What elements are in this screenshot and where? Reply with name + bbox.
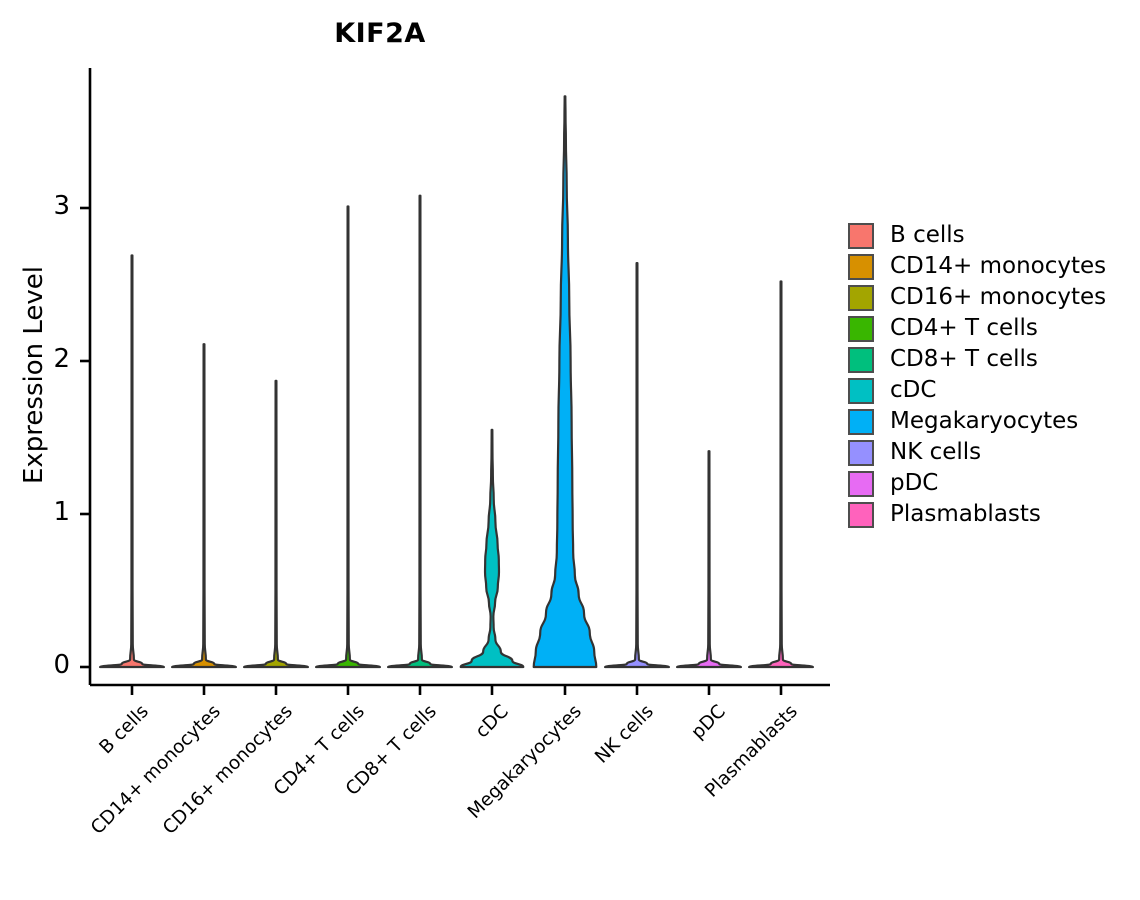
legend-label: CD4+ T cells	[890, 315, 1038, 341]
violin-cd14-monocytes	[170, 343, 238, 669]
legend-swatch-icon	[848, 315, 874, 342]
legend-label: cDC	[890, 377, 937, 403]
y-tick-label: 1	[53, 497, 70, 527]
legend-swatch-icon	[848, 284, 874, 311]
legend-item: NK cells	[848, 437, 1106, 468]
axis-lines	[88, 68, 830, 687]
legend-item: CD4+ T cells	[848, 313, 1106, 344]
violin-cd8-t-cells	[386, 194, 454, 669]
legend-label: CD14+ monocytes	[890, 253, 1107, 279]
violin-cdc	[459, 428, 525, 669]
legend-label: pDC	[890, 470, 939, 496]
legend-item: Plasmablasts	[848, 499, 1106, 530]
page-title: KIF2A	[334, 18, 426, 49]
legend-swatch-icon	[848, 439, 874, 466]
legend: B cells CD14+ monocytes CD16+ monocytes CD4…	[848, 220, 1106, 530]
y-tick-label: 3	[53, 191, 70, 221]
legend-label: B cells	[890, 222, 965, 248]
legend-item: CD8+ T cells	[848, 344, 1106, 375]
legend-label: Megakaryocytes	[890, 408, 1079, 434]
legend-item: Megakaryocytes	[848, 406, 1106, 437]
violin-cd4-t-cells	[314, 205, 382, 669]
legend-item: pDC	[848, 468, 1106, 499]
x-axis-ticks	[130, 685, 783, 695]
violin-b-cells	[98, 254, 166, 669]
legend-label: CD16+ monocytes	[890, 284, 1107, 310]
legend-swatch-icon	[848, 501, 874, 528]
legend-item: CD14+ monocytes	[848, 251, 1106, 282]
violin-megakaryocytes	[532, 95, 598, 669]
legend-label: NK cells	[890, 439, 982, 465]
legend-swatch-icon	[848, 377, 874, 404]
violin-cd16-monocytes	[242, 379, 310, 669]
legend-swatch-icon	[848, 253, 874, 280]
violin-group	[98, 95, 815, 669]
legend-label: Plasmablasts	[890, 501, 1041, 527]
violin-pdc	[675, 450, 743, 669]
legend-swatch-icon	[848, 222, 874, 249]
legend-swatch-icon	[848, 408, 874, 435]
legend-item: cDC	[848, 375, 1106, 406]
violin-nk-cells	[603, 261, 671, 669]
legend-item: B cells	[848, 220, 1106, 251]
legend-swatch-icon	[848, 470, 874, 497]
legend-label: CD8+ T cells	[890, 346, 1038, 372]
legend-swatch-icon	[848, 346, 874, 373]
violin-plasmablasts	[747, 280, 815, 669]
y-tick-label: 2	[53, 344, 70, 374]
y-axis-ticks	[80, 206, 90, 669]
y-tick-label: 0	[53, 650, 70, 680]
legend-item: CD16+ monocytes	[848, 282, 1106, 313]
